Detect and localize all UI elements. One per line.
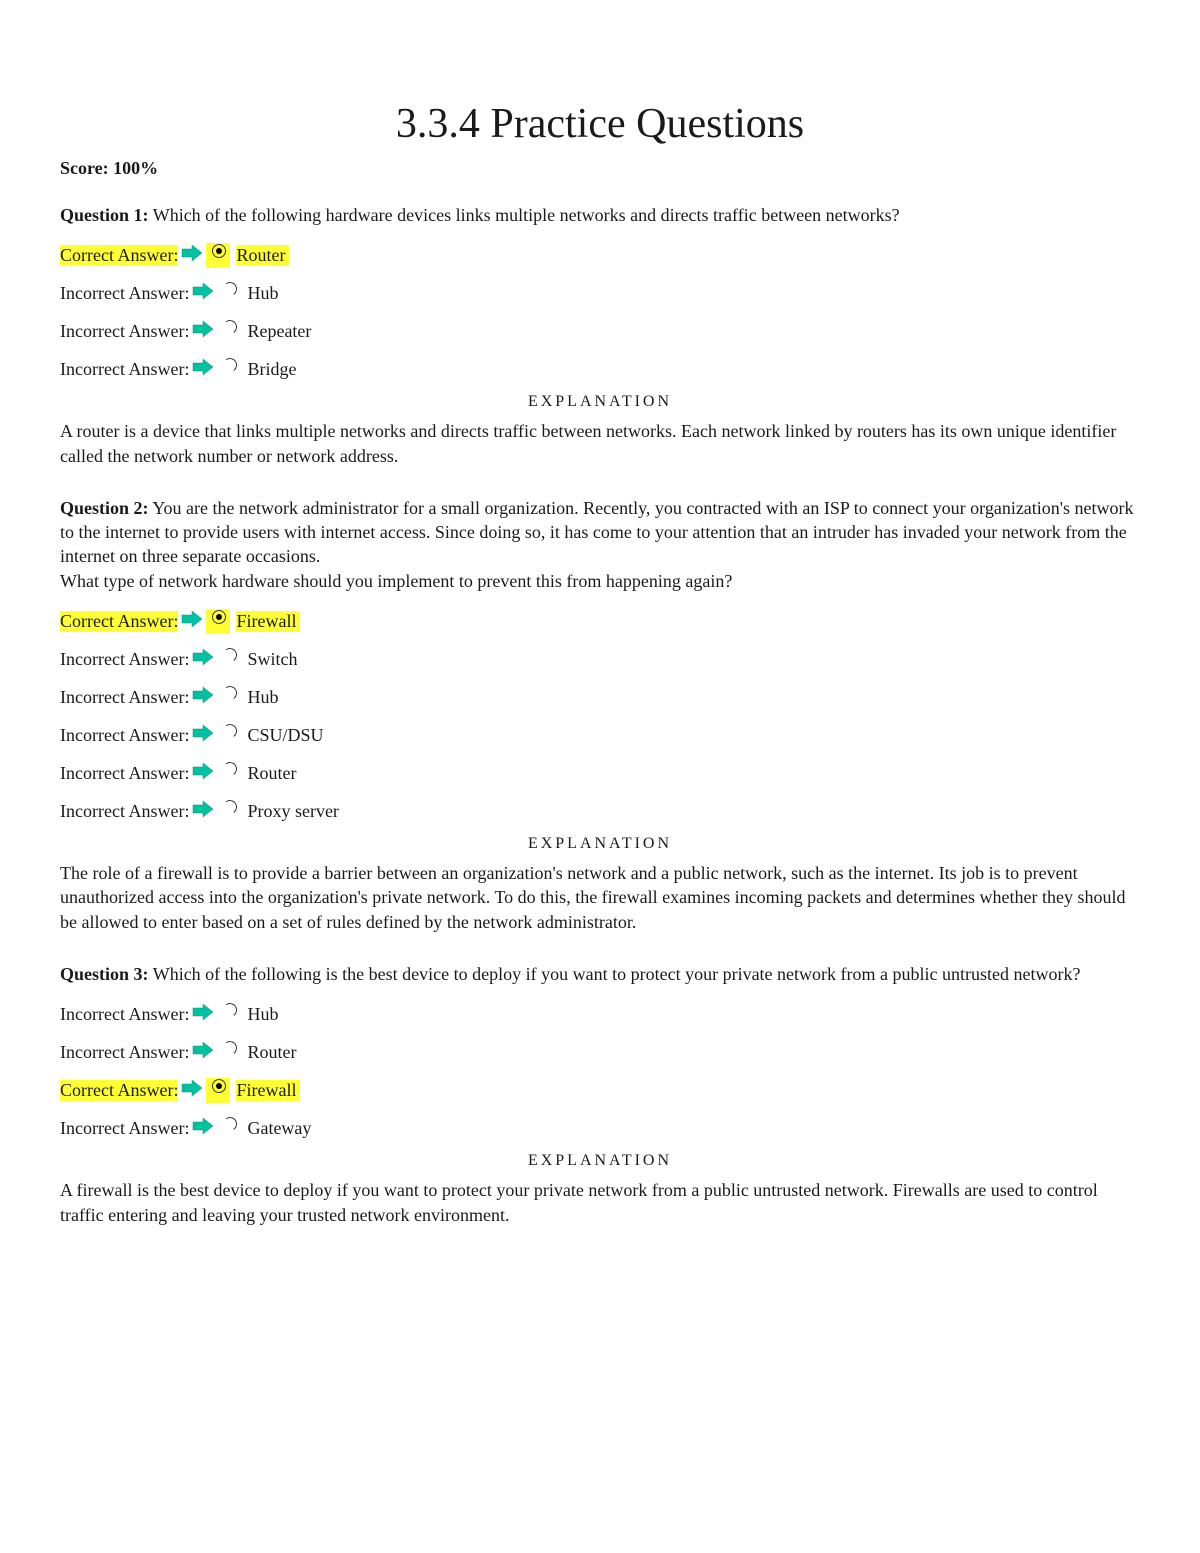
explanation-text: A router is a device that links multiple… bbox=[60, 419, 1140, 468]
incorrect-answer-label: Incorrect Answer: bbox=[60, 763, 189, 784]
answer-text: Proxy server bbox=[247, 801, 338, 822]
question-text: Question 3: Which of the following is th… bbox=[60, 962, 1140, 986]
score-label: Score: 100% bbox=[60, 158, 1140, 179]
answer-row: Incorrect Answer: Switch bbox=[60, 641, 1140, 677]
answer-row: Correct Answer: Router bbox=[60, 237, 1140, 273]
question-prompt: Which of the following is the best devic… bbox=[153, 964, 1081, 984]
incorrect-answer-label: Incorrect Answer: bbox=[60, 649, 189, 670]
answer-row: Correct Answer: Firewall bbox=[60, 603, 1140, 639]
arrow-right-icon bbox=[191, 686, 215, 709]
answer-row: Incorrect Answer: Router bbox=[60, 1034, 1140, 1070]
radio-icon[interactable] bbox=[206, 1078, 230, 1103]
answer-row: Incorrect Answer: Router bbox=[60, 755, 1140, 791]
answer-text: Repeater bbox=[247, 321, 311, 342]
answer-text: Router bbox=[236, 245, 289, 266]
radio-icon[interactable] bbox=[217, 761, 241, 786]
question-block: Question 3: Which of the following is th… bbox=[60, 962, 1140, 1227]
question-prompt: Which of the following hardware devices … bbox=[153, 205, 900, 225]
arrow-right-icon bbox=[180, 244, 204, 267]
radio-icon[interactable] bbox=[217, 723, 241, 748]
radio-icon[interactable] bbox=[217, 319, 241, 344]
answer-row: Incorrect Answer: CSU/DSU bbox=[60, 717, 1140, 753]
arrow-right-icon bbox=[191, 648, 215, 671]
arrow-right-icon bbox=[180, 610, 204, 633]
incorrect-answer-label: Incorrect Answer: bbox=[60, 725, 189, 746]
answer-row: Incorrect Answer: Proxy server bbox=[60, 793, 1140, 829]
arrow-right-icon bbox=[191, 800, 215, 823]
questions-container: Question 1: Which of the following hardw… bbox=[60, 203, 1140, 1227]
correct-answer-label: Correct Answer: bbox=[60, 245, 178, 266]
answer-text: Router bbox=[247, 763, 296, 784]
explanation-heading: EXPLANATION bbox=[60, 835, 1140, 853]
radio-icon[interactable] bbox=[217, 1040, 241, 1065]
question-number: Question 2: bbox=[60, 498, 149, 518]
arrow-right-icon bbox=[191, 762, 215, 785]
answer-text: Hub bbox=[247, 283, 278, 304]
question-number: Question 3: bbox=[60, 964, 149, 984]
answer-row: Correct Answer: Firewall bbox=[60, 1072, 1140, 1108]
answer-row: Incorrect Answer: Repeater bbox=[60, 313, 1140, 349]
explanation-text: A firewall is the best device to deploy … bbox=[60, 1178, 1140, 1227]
answer-text: Gateway bbox=[247, 1118, 311, 1139]
arrow-right-icon bbox=[191, 1117, 215, 1140]
answer-text: Switch bbox=[247, 649, 297, 670]
answer-row: Incorrect Answer: Hub bbox=[60, 275, 1140, 311]
correct-answer-label: Correct Answer: bbox=[60, 611, 178, 632]
explanation-heading: EXPLANATION bbox=[60, 393, 1140, 411]
radio-icon[interactable] bbox=[217, 357, 241, 382]
answer-row: Incorrect Answer: Gateway bbox=[60, 1110, 1140, 1146]
explanation-heading: EXPLANATION bbox=[60, 1152, 1140, 1170]
incorrect-answer-label: Incorrect Answer: bbox=[60, 1118, 189, 1139]
answer-text: Firewall bbox=[236, 611, 300, 632]
incorrect-answer-label: Incorrect Answer: bbox=[60, 801, 189, 822]
question-text: Question 1: Which of the following hardw… bbox=[60, 203, 1140, 227]
arrow-right-icon bbox=[191, 320, 215, 343]
incorrect-answer-label: Incorrect Answer: bbox=[60, 687, 189, 708]
answer-text: Firewall bbox=[236, 1080, 300, 1101]
question-prompt-2: What type of network hardware should you… bbox=[60, 571, 732, 591]
radio-icon[interactable] bbox=[217, 1116, 241, 1141]
question-block: Question 2: You are the network administ… bbox=[60, 496, 1140, 934]
radio-icon[interactable] bbox=[217, 281, 241, 306]
page-title: 3.3.4 Practice Questions bbox=[60, 100, 1140, 148]
answer-row: Incorrect Answer: Hub bbox=[60, 679, 1140, 715]
correct-answer-label: Correct Answer: bbox=[60, 1080, 178, 1101]
incorrect-answer-label: Incorrect Answer: bbox=[60, 283, 189, 304]
answer-row: Incorrect Answer: Bridge bbox=[60, 351, 1140, 387]
answer-text: Router bbox=[247, 1042, 296, 1063]
answer-row: Incorrect Answer: Hub bbox=[60, 996, 1140, 1032]
arrow-right-icon bbox=[191, 282, 215, 305]
arrow-right-icon bbox=[180, 1079, 204, 1102]
answer-text: Hub bbox=[247, 687, 278, 708]
answer-text: Bridge bbox=[247, 359, 296, 380]
arrow-right-icon bbox=[191, 1041, 215, 1064]
question-prompt: You are the network administrator for a … bbox=[60, 498, 1134, 567]
arrow-right-icon bbox=[191, 724, 215, 747]
answer-text: Hub bbox=[247, 1004, 278, 1025]
radio-icon[interactable] bbox=[217, 1002, 241, 1027]
radio-icon[interactable] bbox=[217, 647, 241, 672]
question-text: Question 2: You are the network administ… bbox=[60, 496, 1140, 593]
question-block: Question 1: Which of the following hardw… bbox=[60, 203, 1140, 468]
radio-icon[interactable] bbox=[217, 799, 241, 824]
incorrect-answer-label: Incorrect Answer: bbox=[60, 1004, 189, 1025]
incorrect-answer-label: Incorrect Answer: bbox=[60, 359, 189, 380]
arrow-right-icon bbox=[191, 1003, 215, 1026]
incorrect-answer-label: Incorrect Answer: bbox=[60, 1042, 189, 1063]
question-number: Question 1: bbox=[60, 205, 149, 225]
answer-text: CSU/DSU bbox=[247, 725, 323, 746]
explanation-text: The role of a firewall is to provide a b… bbox=[60, 861, 1140, 934]
incorrect-answer-label: Incorrect Answer: bbox=[60, 321, 189, 342]
radio-icon[interactable] bbox=[206, 243, 230, 268]
radio-icon[interactable] bbox=[206, 609, 230, 634]
arrow-right-icon bbox=[191, 358, 215, 381]
radio-icon[interactable] bbox=[217, 685, 241, 710]
